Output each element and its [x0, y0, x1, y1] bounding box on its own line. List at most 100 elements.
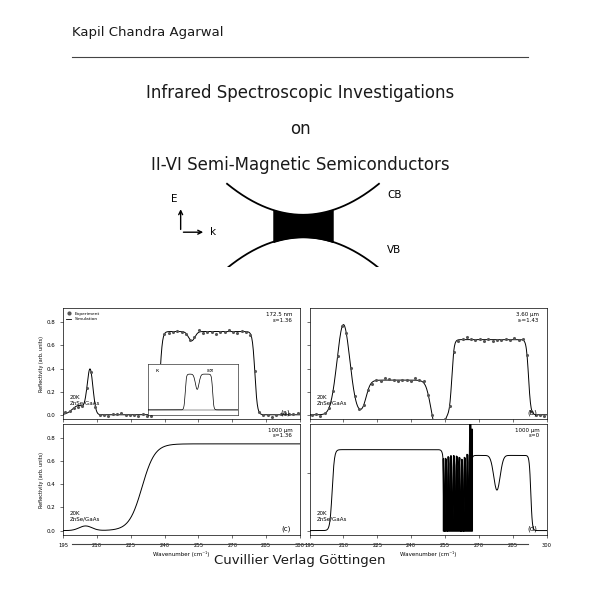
Text: 20K
ZnSe/GaAs: 20K ZnSe/GaAs [70, 511, 100, 521]
Point [82, 383, 92, 393]
Point [449, 347, 459, 357]
Point [389, 375, 398, 385]
Point [509, 334, 519, 343]
Point [164, 328, 173, 337]
Point [220, 328, 229, 337]
Point [77, 401, 87, 410]
Y-axis label: Reflectivity (arb. units): Reflectivity (arb. units) [39, 452, 44, 508]
Point [95, 410, 104, 419]
Point [531, 410, 541, 419]
Point [125, 410, 134, 420]
Point [112, 409, 122, 419]
Point [134, 412, 143, 421]
Point [320, 408, 329, 418]
Point [484, 334, 493, 344]
Text: Kapil Chandra Agarwal: Kapil Chandra Agarwal [72, 26, 223, 39]
Text: E: E [172, 194, 178, 203]
Point [415, 375, 424, 385]
Point [488, 337, 497, 346]
Point [337, 322, 347, 331]
Text: 1000 μm
ε=0: 1000 μm ε=0 [515, 428, 539, 439]
Text: II-VI Semi-Magnetic Semiconductors: II-VI Semi-Magnetic Semiconductors [151, 156, 449, 174]
Text: CB: CB [388, 190, 402, 200]
Point [168, 328, 178, 337]
Point [86, 367, 96, 377]
Point [440, 415, 450, 424]
Point [130, 410, 139, 420]
Point [172, 326, 182, 336]
Point [99, 410, 109, 420]
Point [505, 335, 515, 345]
Point [215, 328, 225, 337]
Point [61, 407, 70, 417]
Point [424, 391, 433, 400]
Text: (b): (b) [527, 410, 537, 416]
Point [198, 328, 208, 337]
Text: Infrared Spectroscopic Investigations: Infrared Spectroscopic Investigations [146, 84, 454, 102]
Point [250, 366, 259, 376]
Point [116, 409, 126, 418]
Point [211, 329, 221, 338]
Text: (c): (c) [281, 526, 290, 532]
Text: 20K
ZnSe/GaAs: 20K ZnSe/GaAs [317, 395, 347, 406]
Point [237, 326, 247, 336]
Point [316, 411, 325, 421]
Point [233, 328, 242, 338]
Point [185, 335, 195, 345]
Point [523, 350, 532, 360]
Text: 172.5 nm
ε=1.36: 172.5 nm ε=1.36 [266, 312, 293, 323]
Point [69, 403, 79, 413]
Point [518, 334, 527, 344]
Point [432, 434, 442, 443]
Point [350, 391, 360, 401]
Point [259, 410, 268, 420]
Text: 20K
ZnSe/GaAs: 20K ZnSe/GaAs [70, 395, 100, 406]
Point [65, 406, 74, 416]
Point [371, 375, 381, 385]
Point [341, 328, 351, 338]
Text: 3.60 μm
εᵣ=1.43: 3.60 μm εᵣ=1.43 [517, 312, 539, 323]
Point [496, 335, 506, 344]
Point [284, 409, 294, 419]
Point [514, 335, 523, 344]
Point [263, 410, 272, 419]
Text: k: k [210, 227, 217, 237]
Text: 1000 μm
ε=1.36: 1000 μm ε=1.36 [268, 428, 293, 439]
Point [329, 386, 338, 395]
Point [475, 334, 485, 343]
Point [470, 335, 480, 345]
Point [324, 403, 334, 413]
Point [454, 337, 463, 346]
Point [271, 410, 281, 420]
Point [397, 375, 407, 385]
Point [527, 407, 536, 416]
Point [466, 334, 476, 343]
Point [245, 331, 255, 340]
X-axis label: Wavenumber (cm⁻¹): Wavenumber (cm⁻¹) [400, 551, 456, 557]
Point [91, 402, 100, 412]
Point [346, 363, 355, 373]
Point [289, 409, 298, 419]
Point [367, 379, 377, 388]
Point [355, 404, 364, 414]
Point [462, 332, 472, 342]
Y-axis label: Reflectivity (arb. units): Reflectivity (arb. units) [39, 336, 44, 392]
Point [380, 374, 390, 383]
Point [436, 431, 446, 440]
Point [138, 409, 148, 419]
Text: 20K
ZnSe/GaAs: 20K ZnSe/GaAs [317, 511, 347, 521]
Point [142, 411, 152, 421]
Point [479, 336, 489, 346]
Point [203, 328, 212, 337]
Point [229, 327, 238, 337]
Point [539, 411, 549, 421]
Point [241, 327, 251, 337]
Point [207, 328, 217, 337]
Point [155, 368, 165, 378]
Point [307, 410, 317, 419]
Text: Cuvillier Verlag Göttingen: Cuvillier Verlag Göttingen [214, 554, 386, 567]
Point [276, 409, 286, 419]
Point [151, 408, 160, 418]
Point [428, 410, 437, 419]
Point [160, 329, 169, 339]
